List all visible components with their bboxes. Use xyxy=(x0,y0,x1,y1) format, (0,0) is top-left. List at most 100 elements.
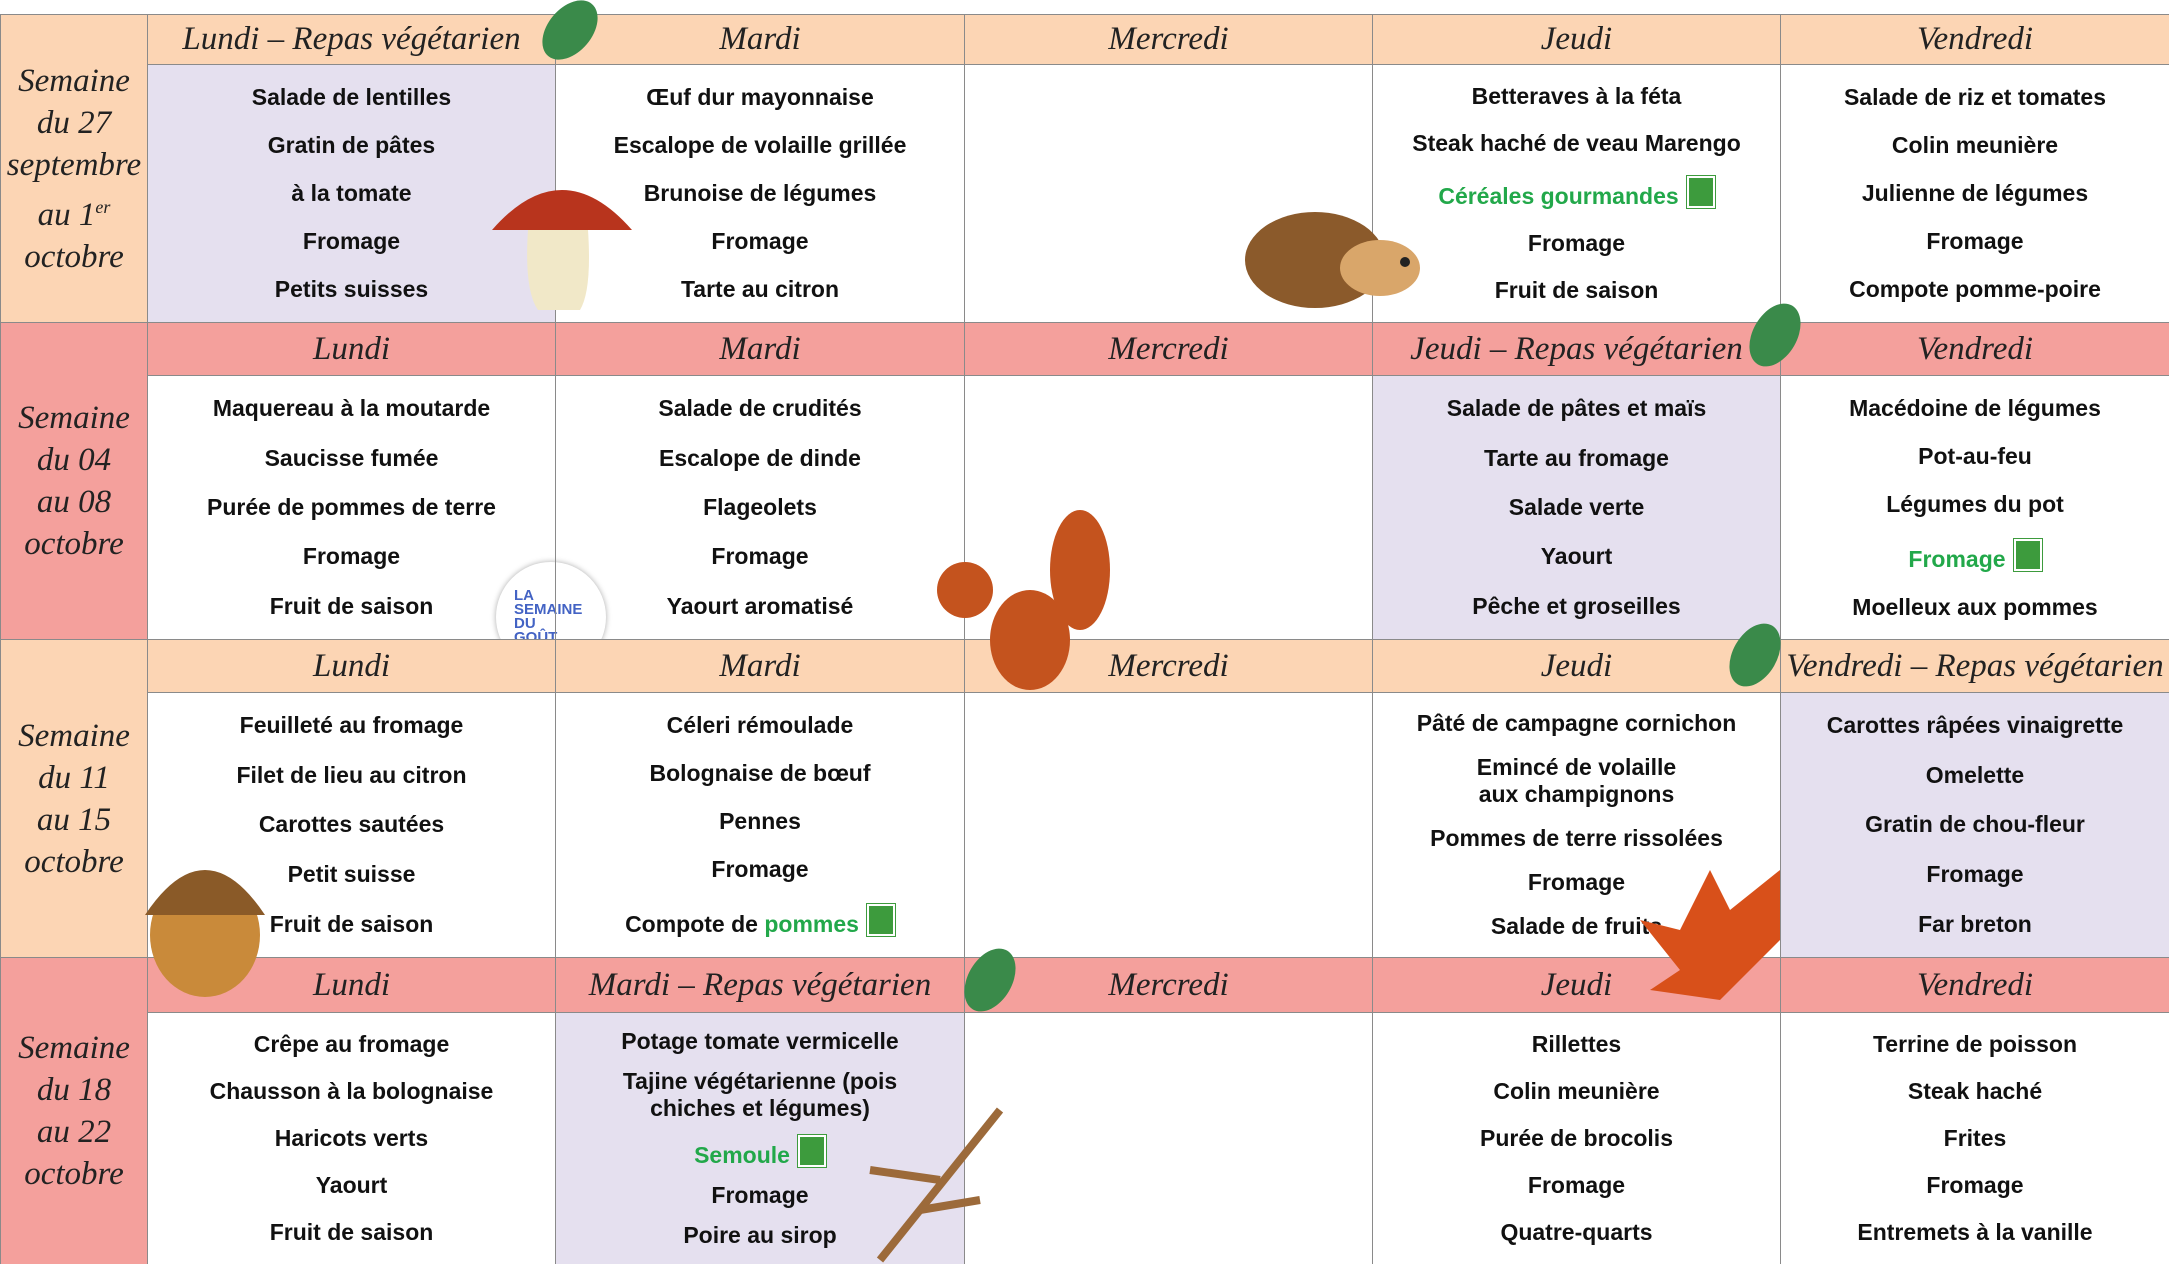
day-name: Vendredi xyxy=(1916,21,2034,57)
organic-logo xyxy=(2012,537,2043,572)
menu-item: Crêpe au fromage xyxy=(253,1031,450,1057)
menu-item: Colin meunière xyxy=(1891,131,2059,158)
menu-item: Purée de brocolis xyxy=(1479,1125,1673,1151)
week-label-text: au 1 xyxy=(37,196,96,233)
menu-item: Saucisse fumée xyxy=(264,444,439,471)
day-menu xyxy=(964,375,1373,640)
menu-item: Compote pomme-poire xyxy=(1849,276,2101,303)
menu-item: Frites xyxy=(1943,1125,2007,1151)
menu-item: Entremets à la vanille xyxy=(1857,1219,2093,1245)
menu-item: Fromage xyxy=(711,543,809,570)
week-label-line: septembre xyxy=(7,144,141,186)
menu-item: Carottes sautées xyxy=(258,811,445,838)
week-label-text: octobre xyxy=(24,238,124,275)
day-header: Vendredi xyxy=(1780,957,2169,1013)
menu-item: Yaourt aromatisé xyxy=(666,592,854,619)
menu-item: Fromage xyxy=(1527,1172,1626,1198)
week-label-text: octobre xyxy=(24,1156,124,1192)
menu-item-text: Semoule xyxy=(694,1141,790,1168)
week-label-line: au 22 xyxy=(37,1111,111,1153)
day-header: Mercredi xyxy=(964,14,1373,65)
menu-item: Rillettes xyxy=(1531,1031,1622,1057)
day-menu xyxy=(964,692,1373,958)
menu-item: Fruit de saison xyxy=(269,1219,434,1245)
menu-item: Betteraves à la féta xyxy=(1471,82,1682,109)
day-menu xyxy=(964,64,1373,323)
day-name: Lundi xyxy=(312,330,391,367)
week-label-line: octobre xyxy=(24,1153,124,1195)
day-header: Lundi – Repas végétarien xyxy=(147,14,556,65)
menu-item: Macédoine de légumes xyxy=(1849,394,2101,421)
menu-item: Salade de fruits xyxy=(1490,913,1663,940)
menu-item: Steak haché de veau Marengo xyxy=(1412,129,1741,156)
menu-item: Pêche et groseilles xyxy=(1472,592,1681,619)
menu-item: à la tomate xyxy=(291,179,412,206)
day-name: Mardi xyxy=(719,21,801,57)
day-header: Jeudi xyxy=(1372,639,1781,693)
day-header: Lundi xyxy=(147,957,556,1013)
menu-item: Légumes du pot xyxy=(1886,490,2064,517)
week-label: Semaine du 27 septembre au 1er octobre xyxy=(0,14,148,323)
menu-item: Céréales gourmandes xyxy=(1438,175,1716,210)
menu-item: Brunoise de légumes xyxy=(643,179,877,206)
menu-item: Terrine de poisson xyxy=(1872,1031,2078,1057)
menu-item: Fromage xyxy=(1527,230,1626,257)
day-header: Lundi xyxy=(147,322,556,376)
day-menu: Salade de crudités Escalope de dinde Flage… xyxy=(555,375,965,640)
day-header: Vendredi xyxy=(1780,322,2169,376)
menu-item: Compote de pommes xyxy=(625,903,896,938)
menu-item: Salade verte xyxy=(1508,493,1645,520)
day-menu: Maquereau à la moutarde Saucisse fumée Pur… xyxy=(147,375,556,640)
menu-item: Fromage xyxy=(711,856,809,883)
day-header: Jeudi xyxy=(1372,957,1781,1013)
day-menu: Œuf dur mayonnaise Escalope de volaille g… xyxy=(555,64,965,323)
week-label-line: au 15 xyxy=(37,799,111,841)
menu-item: Fromage xyxy=(1926,228,2024,255)
menu-item: Pot-au-feu xyxy=(1918,442,2032,469)
menu-item: Filet de lieu au citron xyxy=(236,761,467,788)
menu-item: Purée de pommes de terre xyxy=(207,493,496,520)
week-label-text: au 15 xyxy=(36,801,112,838)
day-menu xyxy=(964,1012,1373,1264)
menu-item: Feuilleté au fromage xyxy=(239,712,464,739)
day-name: Mercredi xyxy=(1108,21,1229,57)
day-header: Jeudi xyxy=(1372,14,1781,65)
menu-item: Colin meunière xyxy=(1493,1078,1660,1104)
menu-item: Fromage xyxy=(1527,869,1626,896)
day-menu: Pâté de campagne cornichon Emincé de vola… xyxy=(1372,692,1781,958)
menu-item: Petit suisse xyxy=(287,861,416,888)
menu-item-text: Fromage xyxy=(1908,545,2006,572)
menu-item-text: Céréales gourmandes xyxy=(1438,183,1679,210)
day-name: Jeudi xyxy=(1540,647,1613,684)
menu-item: Flageolets xyxy=(703,493,817,520)
menu-item: Petits suisses xyxy=(274,276,429,303)
menu-item: Gratin de pâtes xyxy=(267,131,436,158)
menu-item: Escalope de volaille grillée xyxy=(613,131,907,158)
week-label-text: octobre xyxy=(24,526,124,562)
menu-item: Bolognaise de bœuf xyxy=(649,759,871,786)
day-name: Lundi xyxy=(312,966,391,1003)
day-name: Mercredi xyxy=(1108,966,1229,1003)
menu-item: Julienne de légumes xyxy=(1861,179,2089,206)
menu-item: Potage tomate vermicelle xyxy=(621,1027,899,1054)
badge-line: SEMAINE xyxy=(514,601,583,618)
menu-item: Salade de crudités xyxy=(658,395,862,422)
menu-item: Céleri rémoulade xyxy=(666,711,854,738)
day-name: Mercredi xyxy=(1108,647,1229,684)
week-label-text: Semaine xyxy=(18,400,130,436)
menu-item-text: pommes xyxy=(764,911,859,938)
organic-logo xyxy=(1685,175,1716,210)
day-header: Lundi xyxy=(147,639,556,693)
menu-item: Tarte au citron xyxy=(680,276,840,303)
week-label-line: du 04 xyxy=(37,439,111,481)
week-label-line: octobre xyxy=(24,841,124,883)
menu-item: Carottes râpées vinaigrette xyxy=(1826,712,2124,739)
day-name: Jeudi xyxy=(1540,966,1613,1003)
menu-item: Fromage xyxy=(1926,1172,2024,1198)
menu-item: Fromage xyxy=(1908,537,2043,573)
menu-item: Tajine végétarienne (pois chiches et lég… xyxy=(622,1067,898,1121)
day-header: Vendredi xyxy=(1780,14,2169,65)
day-header: Mardi xyxy=(555,639,965,693)
day-menu: Salade de lentilles Gratin de pâtes à la t… xyxy=(147,64,556,323)
menu-item: Salade de riz et tomates xyxy=(1843,83,2107,110)
